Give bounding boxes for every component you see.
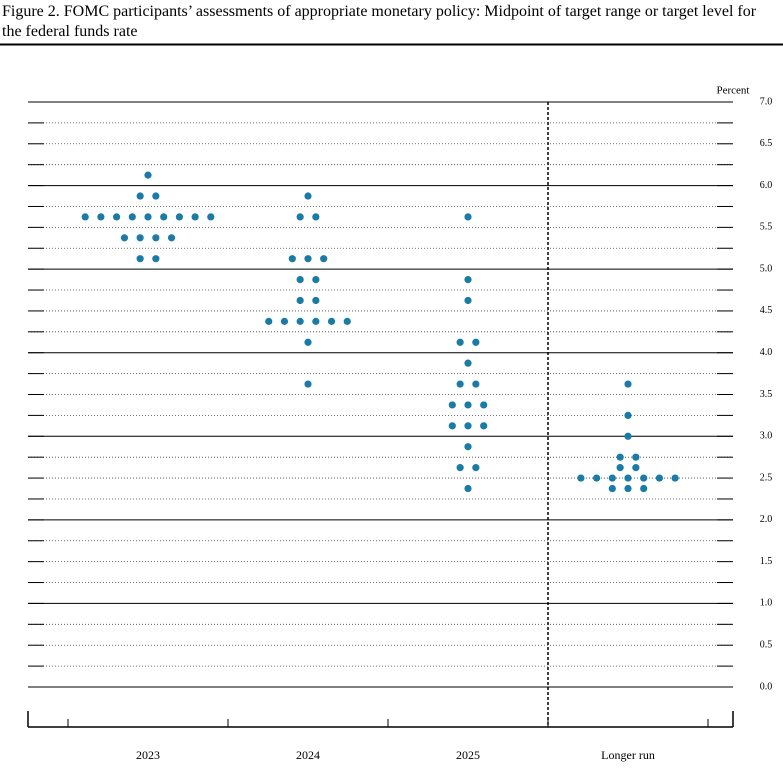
dot bbox=[304, 255, 312, 263]
dot bbox=[152, 192, 160, 200]
dot bbox=[616, 453, 624, 461]
y-tick-label: 0.5 bbox=[760, 640, 773, 651]
dot bbox=[97, 213, 105, 221]
dot bbox=[632, 464, 640, 472]
dot bbox=[152, 255, 160, 263]
dot bbox=[207, 213, 215, 221]
dot bbox=[624, 432, 632, 440]
dot bbox=[472, 464, 480, 472]
dot bbox=[296, 275, 304, 284]
dot bbox=[671, 474, 679, 482]
dot bbox=[191, 213, 199, 221]
dot bbox=[608, 484, 616, 493]
dot bbox=[624, 474, 632, 482]
dot bbox=[265, 317, 273, 325]
dot bbox=[608, 474, 616, 482]
dot bbox=[480, 401, 488, 409]
dot bbox=[464, 443, 472, 451]
chart-title: Figure 2. FOMC participants’ assessments… bbox=[2, 3, 757, 40]
y-axis-label: Percent bbox=[717, 85, 750, 97]
dot bbox=[464, 401, 472, 409]
dot bbox=[616, 464, 624, 472]
dot bbox=[464, 359, 472, 367]
dot bbox=[448, 422, 456, 430]
dot bbox=[456, 380, 464, 388]
dot bbox=[175, 213, 183, 221]
x-tick-label: 2025 bbox=[456, 748, 480, 762]
dot bbox=[593, 474, 601, 482]
dot bbox=[448, 401, 456, 409]
dot bbox=[81, 213, 89, 221]
dot bbox=[144, 213, 152, 221]
y-tick-label: 4.5 bbox=[760, 305, 773, 316]
dot bbox=[456, 464, 464, 472]
dot bbox=[640, 474, 648, 482]
dot bbox=[464, 296, 472, 305]
y-tick-label: 6.5 bbox=[760, 138, 773, 149]
y-tick-label: 4.0 bbox=[760, 347, 773, 358]
dot bbox=[152, 234, 160, 242]
dot bbox=[296, 213, 304, 221]
x-tick-label: Longer run bbox=[601, 748, 655, 762]
dot bbox=[343, 317, 351, 325]
dot bbox=[640, 484, 648, 493]
y-tick-label: 3.5 bbox=[760, 389, 773, 400]
dot bbox=[280, 317, 289, 325]
dot bbox=[296, 317, 304, 325]
dot bbox=[624, 484, 632, 493]
dot bbox=[464, 484, 472, 493]
y-tick-label: 5.0 bbox=[760, 263, 773, 274]
dot bbox=[304, 338, 312, 346]
dot bbox=[113, 213, 121, 221]
y-tick-label: 2.5 bbox=[760, 472, 773, 483]
dot bbox=[472, 338, 480, 346]
y-tick-label: 3.0 bbox=[760, 431, 773, 442]
dot bbox=[624, 411, 632, 419]
dot bbox=[136, 192, 144, 200]
dot bbox=[655, 474, 664, 482]
dot bbox=[480, 422, 488, 430]
dot bbox=[120, 234, 129, 242]
dot bbox=[456, 338, 464, 346]
y-tick-label: 2.0 bbox=[760, 514, 773, 525]
y-tick-label: 1.0 bbox=[760, 598, 773, 609]
dot bbox=[577, 474, 585, 482]
dot bbox=[464, 275, 472, 284]
y-tick-label: 7.0 bbox=[760, 96, 773, 107]
y-tick-label: 0.0 bbox=[760, 681, 773, 692]
dot bbox=[136, 234, 144, 242]
dot bbox=[136, 255, 144, 263]
dot bbox=[312, 296, 320, 305]
x-tick-label: 2024 bbox=[296, 748, 320, 762]
dot bbox=[288, 255, 296, 263]
dot bbox=[632, 453, 640, 461]
dot bbox=[128, 213, 136, 221]
dot bbox=[160, 213, 168, 221]
dot bbox=[312, 275, 320, 284]
y-tick-label: 5.5 bbox=[760, 222, 773, 233]
dot bbox=[464, 422, 472, 430]
dot bbox=[167, 234, 176, 242]
dot bbox=[144, 171, 152, 179]
y-tick-label: 6.0 bbox=[760, 180, 773, 191]
x-axis-ticks bbox=[67, 719, 709, 727]
dot bbox=[296, 296, 304, 305]
dot bbox=[472, 380, 480, 388]
dot bbox=[327, 317, 336, 325]
x-tick-label: 2023 bbox=[136, 748, 160, 762]
y-tick-label: 1.5 bbox=[760, 556, 773, 567]
dot bbox=[624, 380, 632, 388]
dot bbox=[312, 317, 320, 325]
dot bbox=[464, 213, 472, 221]
dot bbox=[304, 380, 312, 388]
dot bbox=[312, 213, 320, 221]
dot bbox=[304, 192, 312, 200]
dot bbox=[320, 255, 328, 263]
